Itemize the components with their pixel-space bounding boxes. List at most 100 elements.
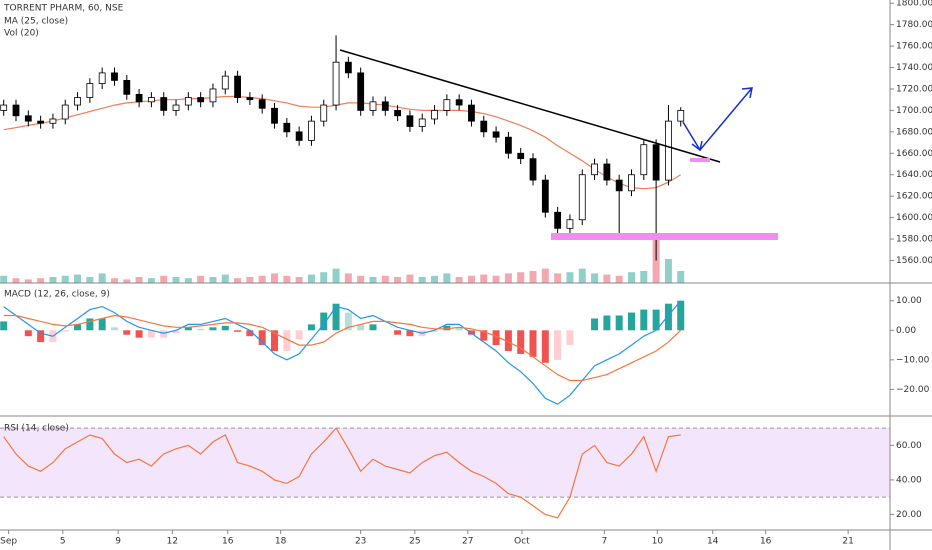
macd-label: MACD (12, 26, close, 9): [4, 290, 110, 300]
histogram-bar: [246, 330, 254, 337]
volume-bar: [160, 275, 168, 283]
histogram-bar: [677, 300, 685, 331]
y-tick-label: 20.00: [896, 510, 922, 520]
x-tick-label: Sep: [0, 537, 17, 547]
candle-body: [504, 136, 512, 154]
histogram-bar: [566, 330, 574, 346]
volume-bar: [381, 275, 389, 283]
x-tick-label: 21: [842, 537, 853, 547]
x-tick-label: 10: [652, 537, 664, 547]
retest-zone: [690, 158, 710, 162]
candle-body: [61, 104, 69, 120]
volume-bar: [554, 273, 562, 283]
y-tick-label: −20.00: [896, 385, 930, 395]
histogram-bar: [320, 312, 328, 331]
y-tick-label: 60.00: [896, 441, 922, 451]
candle-body: [541, 179, 549, 213]
y-tick-label: 1660.00: [896, 149, 932, 159]
y-tick-label: 1620.00: [896, 192, 932, 202]
volume-bar: [172, 277, 180, 283]
histogram-bar: [234, 330, 242, 332]
drawings: [339, 49, 778, 240]
volume-bar: [418, 277, 426, 283]
volume-bar: [49, 277, 57, 283]
volume-bar: [320, 272, 328, 283]
volume-bar: [394, 277, 402, 283]
volume-bar: [0, 275, 8, 283]
candle-body: [455, 99, 463, 106]
volume-bar: [197, 275, 205, 283]
histogram-bar: [271, 330, 279, 351]
volume-bar: [147, 278, 155, 283]
candle-body: [197, 97, 205, 103]
histogram-bar: [0, 321, 8, 331]
y-tick-label: −10.00: [896, 355, 930, 365]
histogram-bar: [541, 330, 549, 363]
volume-bar: [135, 277, 143, 283]
volume-bar: [37, 278, 45, 283]
x-tick-label: 5: [60, 537, 66, 547]
histogram-bar: [98, 318, 106, 331]
rsi-label: RSI (14, close): [4, 424, 69, 434]
volume-bar: [209, 277, 217, 283]
volume-bar: [640, 271, 648, 283]
candle-body: [74, 97, 81, 106]
y-tick-label: 1560.00: [896, 256, 932, 266]
candle-body: [381, 101, 389, 111]
candle-body: [258, 99, 266, 109]
histogram-bar: [492, 330, 500, 346]
histogram-bar: [135, 330, 143, 338]
candle-body: [209, 88, 217, 103]
y-tick-label: 1580.00: [896, 235, 932, 245]
candle-body: [480, 120, 488, 133]
histogram-bar: [406, 330, 414, 337]
trend-line: [339, 49, 721, 163]
candle-body: [468, 104, 475, 122]
histogram-bar: [332, 303, 340, 331]
x-tick-label: 23: [355, 537, 366, 547]
candle-body: [24, 115, 32, 122]
y-tick-label: 1600.00: [896, 213, 932, 223]
volume-bar: [344, 273, 352, 283]
volume-bar: [123, 279, 131, 283]
volume-bar: [258, 275, 266, 283]
histogram-bar: [221, 325, 229, 331]
histogram-bar: [61, 330, 69, 332]
volume-bar: [566, 272, 574, 283]
symbol-title: TORRENT PHARM, 60, NSE: [3, 4, 124, 14]
volume-bar: [184, 278, 192, 283]
volume-bar: [406, 274, 414, 283]
volume-bar: [467, 275, 475, 283]
histogram-bar: [357, 324, 365, 331]
candle-body: [394, 110, 402, 117]
y-tick-label: 1780.00: [896, 20, 932, 30]
candle-body: [308, 120, 315, 141]
histogram-bar: [517, 330, 525, 354]
volume-bar: [74, 274, 82, 283]
histogram-bar: [640, 309, 648, 331]
candle-body: [123, 79, 131, 95]
histogram-bar: [455, 327, 463, 331]
candle-body: [615, 179, 623, 192]
candle-body: [135, 93, 143, 103]
arrow-head: [741, 87, 753, 99]
volume-bar: [221, 274, 229, 283]
volume-bar: [86, 277, 94, 283]
histogram-bar: [172, 330, 180, 334]
candle-body: [283, 122, 291, 133]
candle-body: [529, 158, 537, 181]
x-tick-label: 7: [602, 537, 608, 547]
volume-label: Vol (20): [4, 29, 39, 39]
volume-bar: [615, 275, 623, 283]
x-tick-label: 25: [409, 537, 420, 547]
projection-arrow: [682, 87, 753, 152]
candle-body: [37, 120, 45, 124]
volume-bar: [332, 268, 340, 283]
candle-body: [49, 118, 57, 124]
x-tick-label: 16: [760, 537, 772, 547]
volume-bar: [98, 273, 106, 283]
volume-bar: [455, 277, 463, 283]
volume-bar: [283, 275, 291, 283]
histogram-bar: [480, 330, 488, 341]
